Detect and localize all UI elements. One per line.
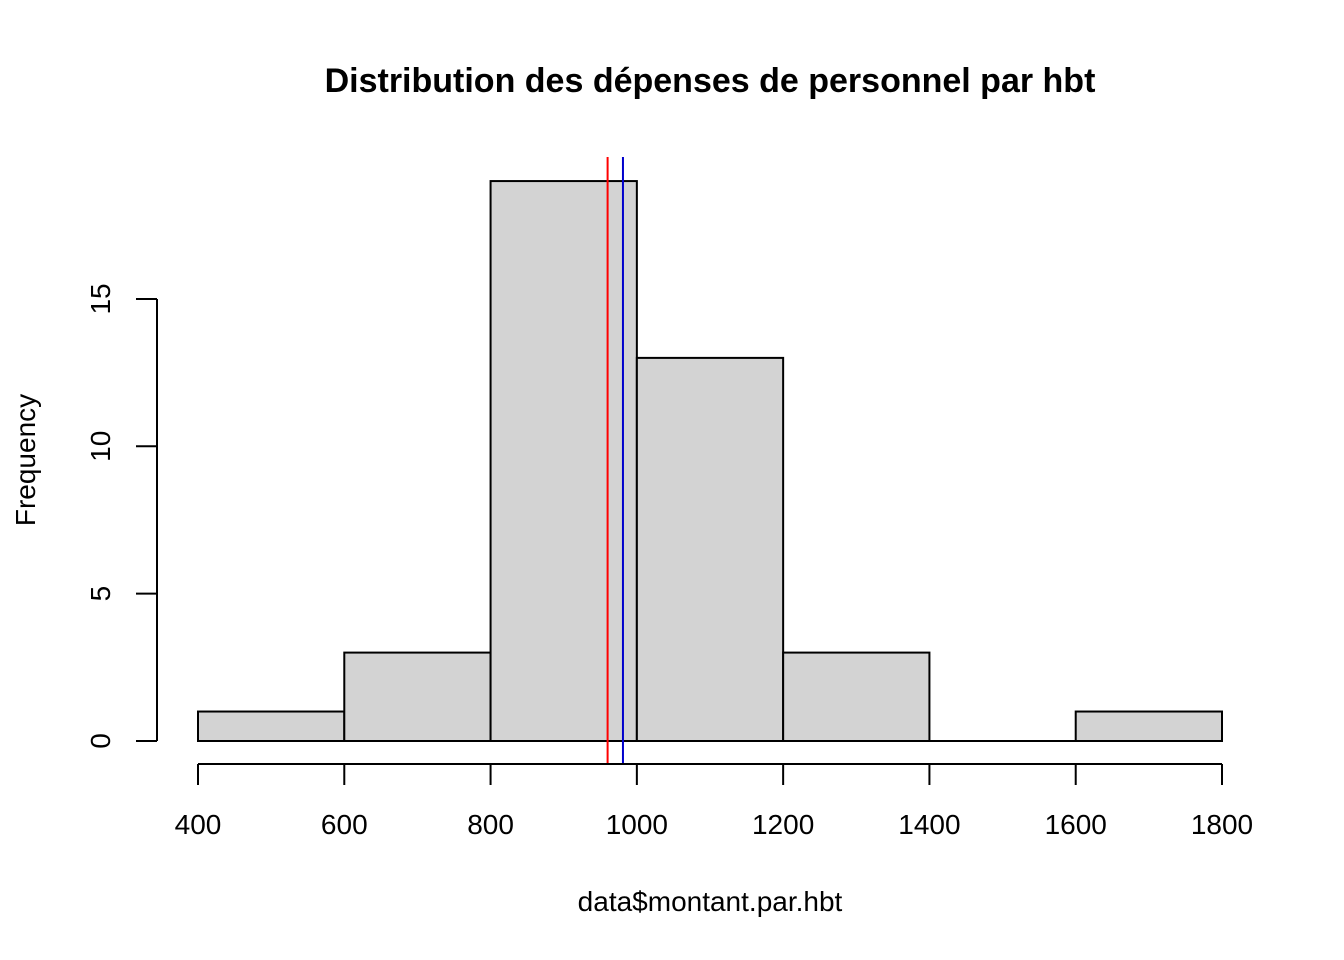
bars-group	[197, 180, 1223, 743]
y-tick-label: 10	[85, 431, 116, 462]
histogram-bar	[343, 651, 492, 743]
histogram-bar	[635, 356, 785, 742]
x-tick-label: 1000	[606, 809, 668, 840]
histogram-bar	[489, 180, 638, 742]
x-tick-label: 1400	[898, 809, 960, 840]
x-tick-label: 1800	[1191, 809, 1253, 840]
histogram-bar	[782, 651, 931, 743]
histogram-bar	[1074, 710, 1223, 743]
x-tick-label: 400	[175, 809, 222, 840]
x-tick-label: 1600	[1045, 809, 1107, 840]
x-tick-label: 1200	[752, 809, 814, 840]
chart-title: Distribution des dépenses de personnel p…	[325, 62, 1096, 100]
y-axis: 0 5 10 15	[85, 283, 158, 749]
x-tick-label: 800	[467, 809, 514, 840]
y-axis-label: Frequency	[10, 394, 41, 526]
y-tick-label: 0	[85, 733, 116, 749]
y-tick-label: 15	[85, 283, 116, 314]
x-axis: 400 600 800 1000 1200 1400 1600 1800	[175, 763, 1253, 840]
x-axis-label: data$montant.par.hbt	[578, 886, 843, 917]
histogram-bar	[197, 710, 346, 743]
y-tick-label: 5	[85, 586, 116, 602]
x-tick-label: 600	[321, 809, 368, 840]
reference-lines-group	[606, 157, 624, 764]
